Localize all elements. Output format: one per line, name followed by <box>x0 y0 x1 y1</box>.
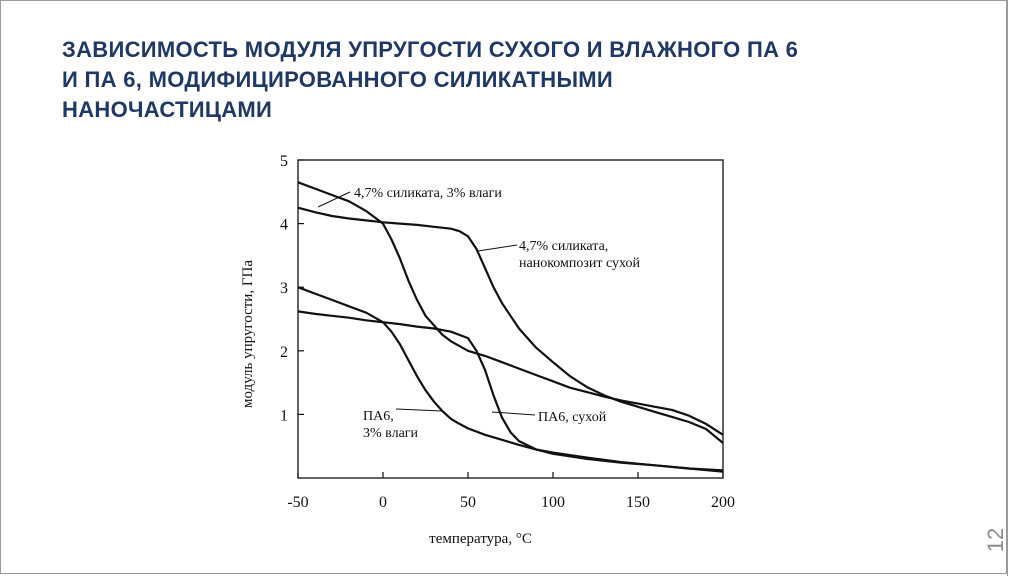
title-line-2: И ПА 6, МОДИФИЦИРОВАННОГО СИЛИКАТНЫМИ <box>62 67 614 92</box>
y-axis-label: модуль упругости, ГПа <box>240 260 256 408</box>
y-tick-label: 5 <box>280 153 288 170</box>
y-tick-label: 3 <box>280 280 288 297</box>
series-line-4 <box>297 310 724 472</box>
series-label-leader-2 <box>477 244 518 252</box>
x-tick-label: 0 <box>379 494 387 511</box>
y-tick-label: 4 <box>280 217 288 234</box>
series-line-2 <box>297 206 724 444</box>
slide-right-rule <box>1007 0 1008 576</box>
series-label-leader-4 <box>491 411 536 416</box>
x-tick-label: 200 <box>711 494 735 511</box>
x-tick-label: 50 <box>460 494 476 511</box>
series-line-3 <box>297 286 724 473</box>
x-tick-label: -50 <box>287 494 308 511</box>
x-tick-label: 100 <box>541 494 565 511</box>
title-line-3: НАНОЧАСТИЦАМИ <box>62 97 273 122</box>
slide-frame <box>0 0 1007 574</box>
y-tick-label: 2 <box>280 344 288 361</box>
series-label-4: ПА6, сухой <box>538 410 607 425</box>
x-tick-label: 150 <box>626 494 650 511</box>
series-label-2: 4,7% силиката, <box>519 239 608 254</box>
x-axis-label: температура, °С <box>429 531 532 547</box>
title-line-1: ЗАВИСИМОСТЬ МОДУЛЯ УПРУГОСТИ СУХОГО И ВЛ… <box>62 37 799 62</box>
series-label-3: 3% влаги <box>363 426 419 441</box>
slide-number: 12 <box>983 527 1008 553</box>
y-tick-label: 1 <box>280 407 288 424</box>
modulus-chart: -50 0 50 100 150 200 1 2 3 4 5 температура, °С модул… <box>240 153 735 547</box>
series-label-3: ПА6, <box>363 409 394 424</box>
series-label-leader-3 <box>395 408 443 412</box>
slide-title: ЗАВИСИМОСТЬ МОДУЛЯ УПРУГОСТИ СУХОГО И ВЛ… <box>62 35 982 125</box>
series-label-leader-1 <box>317 191 351 208</box>
plot-frame <box>297 159 724 479</box>
series-label-1: 4,7% силиката, 3% влаги <box>354 186 502 201</box>
series-label-2: нанокомпозит сухой <box>519 256 641 271</box>
